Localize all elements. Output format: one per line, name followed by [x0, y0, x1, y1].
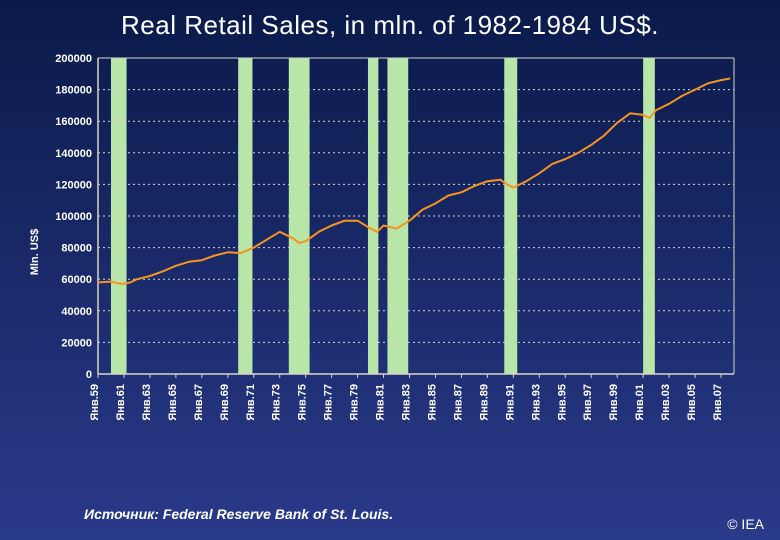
y-tick-label: 20000: [61, 337, 92, 349]
y-tick-label: 0: [86, 369, 92, 381]
page-title: Real Retail Sales, in mln. of 1982-1984 …: [0, 10, 780, 41]
x-tick-label: Янв.77: [323, 384, 335, 421]
y-tick-label: 160000: [55, 116, 92, 128]
y-axis-label: Mln. US$: [29, 229, 41, 275]
recession-band: [238, 58, 252, 374]
y-tick-label: 200000: [55, 53, 92, 65]
x-tick-label: Янв.01: [634, 384, 646, 421]
x-tick-label: Янв.69: [219, 384, 231, 421]
x-tick-label: Янв.97: [582, 384, 594, 421]
y-tick-label: 120000: [55, 179, 92, 191]
y-tick-label: 180000: [55, 85, 92, 97]
x-tick-label: Янв.87: [452, 384, 464, 421]
y-tick-label: 40000: [61, 306, 92, 318]
y-tick-label: 100000: [55, 211, 92, 223]
x-tick-label: Янв.75: [297, 384, 309, 421]
data-line: [98, 79, 730, 284]
x-tick-label: Янв.95: [556, 384, 568, 421]
x-tick-label: Янв.83: [401, 384, 413, 421]
x-tick-label: Янв.79: [349, 384, 361, 421]
x-tick-label: Янв.03: [660, 384, 672, 421]
x-tick-label: Янв.07: [712, 384, 724, 421]
x-tick-label: Янв.85: [426, 384, 438, 421]
x-tick-label: Янв.71: [245, 384, 257, 421]
x-tick-label: Янв.59: [89, 384, 101, 421]
x-tick-label: Янв.61: [115, 384, 127, 421]
chart-svg: 0 20000 40000 60000 80000 100000 120000 140000 1…: [40, 52, 740, 452]
y-tick-label: 140000: [55, 148, 92, 160]
x-tick-label: Янв.81: [375, 384, 387, 421]
recession-band: [387, 58, 408, 374]
x-tick-label: Янв.89: [478, 384, 490, 421]
x-tick-label: Янв.73: [271, 384, 283, 421]
source-text: Источник: Federal Reserve Bank of St. Lo…: [84, 506, 393, 522]
recession-band: [504, 58, 517, 374]
x-tick-label: Янв.93: [530, 384, 542, 421]
x-tick-label: Янв.67: [193, 384, 205, 421]
x-tick-label: Янв.99: [608, 384, 620, 421]
x-tick-label: Янв.91: [504, 384, 516, 421]
copyright-text: © IEA: [727, 516, 764, 532]
y-tick-label: 80000: [61, 243, 92, 255]
x-tick-label: Янв.63: [141, 384, 153, 421]
x-tick-label: Янв.05: [686, 384, 698, 421]
x-tick-label: Янв.65: [167, 384, 179, 421]
y-tick-label: 60000: [61, 274, 92, 286]
chart-container: Mln. US$ 0200004000060000800001000001200…: [40, 52, 740, 452]
